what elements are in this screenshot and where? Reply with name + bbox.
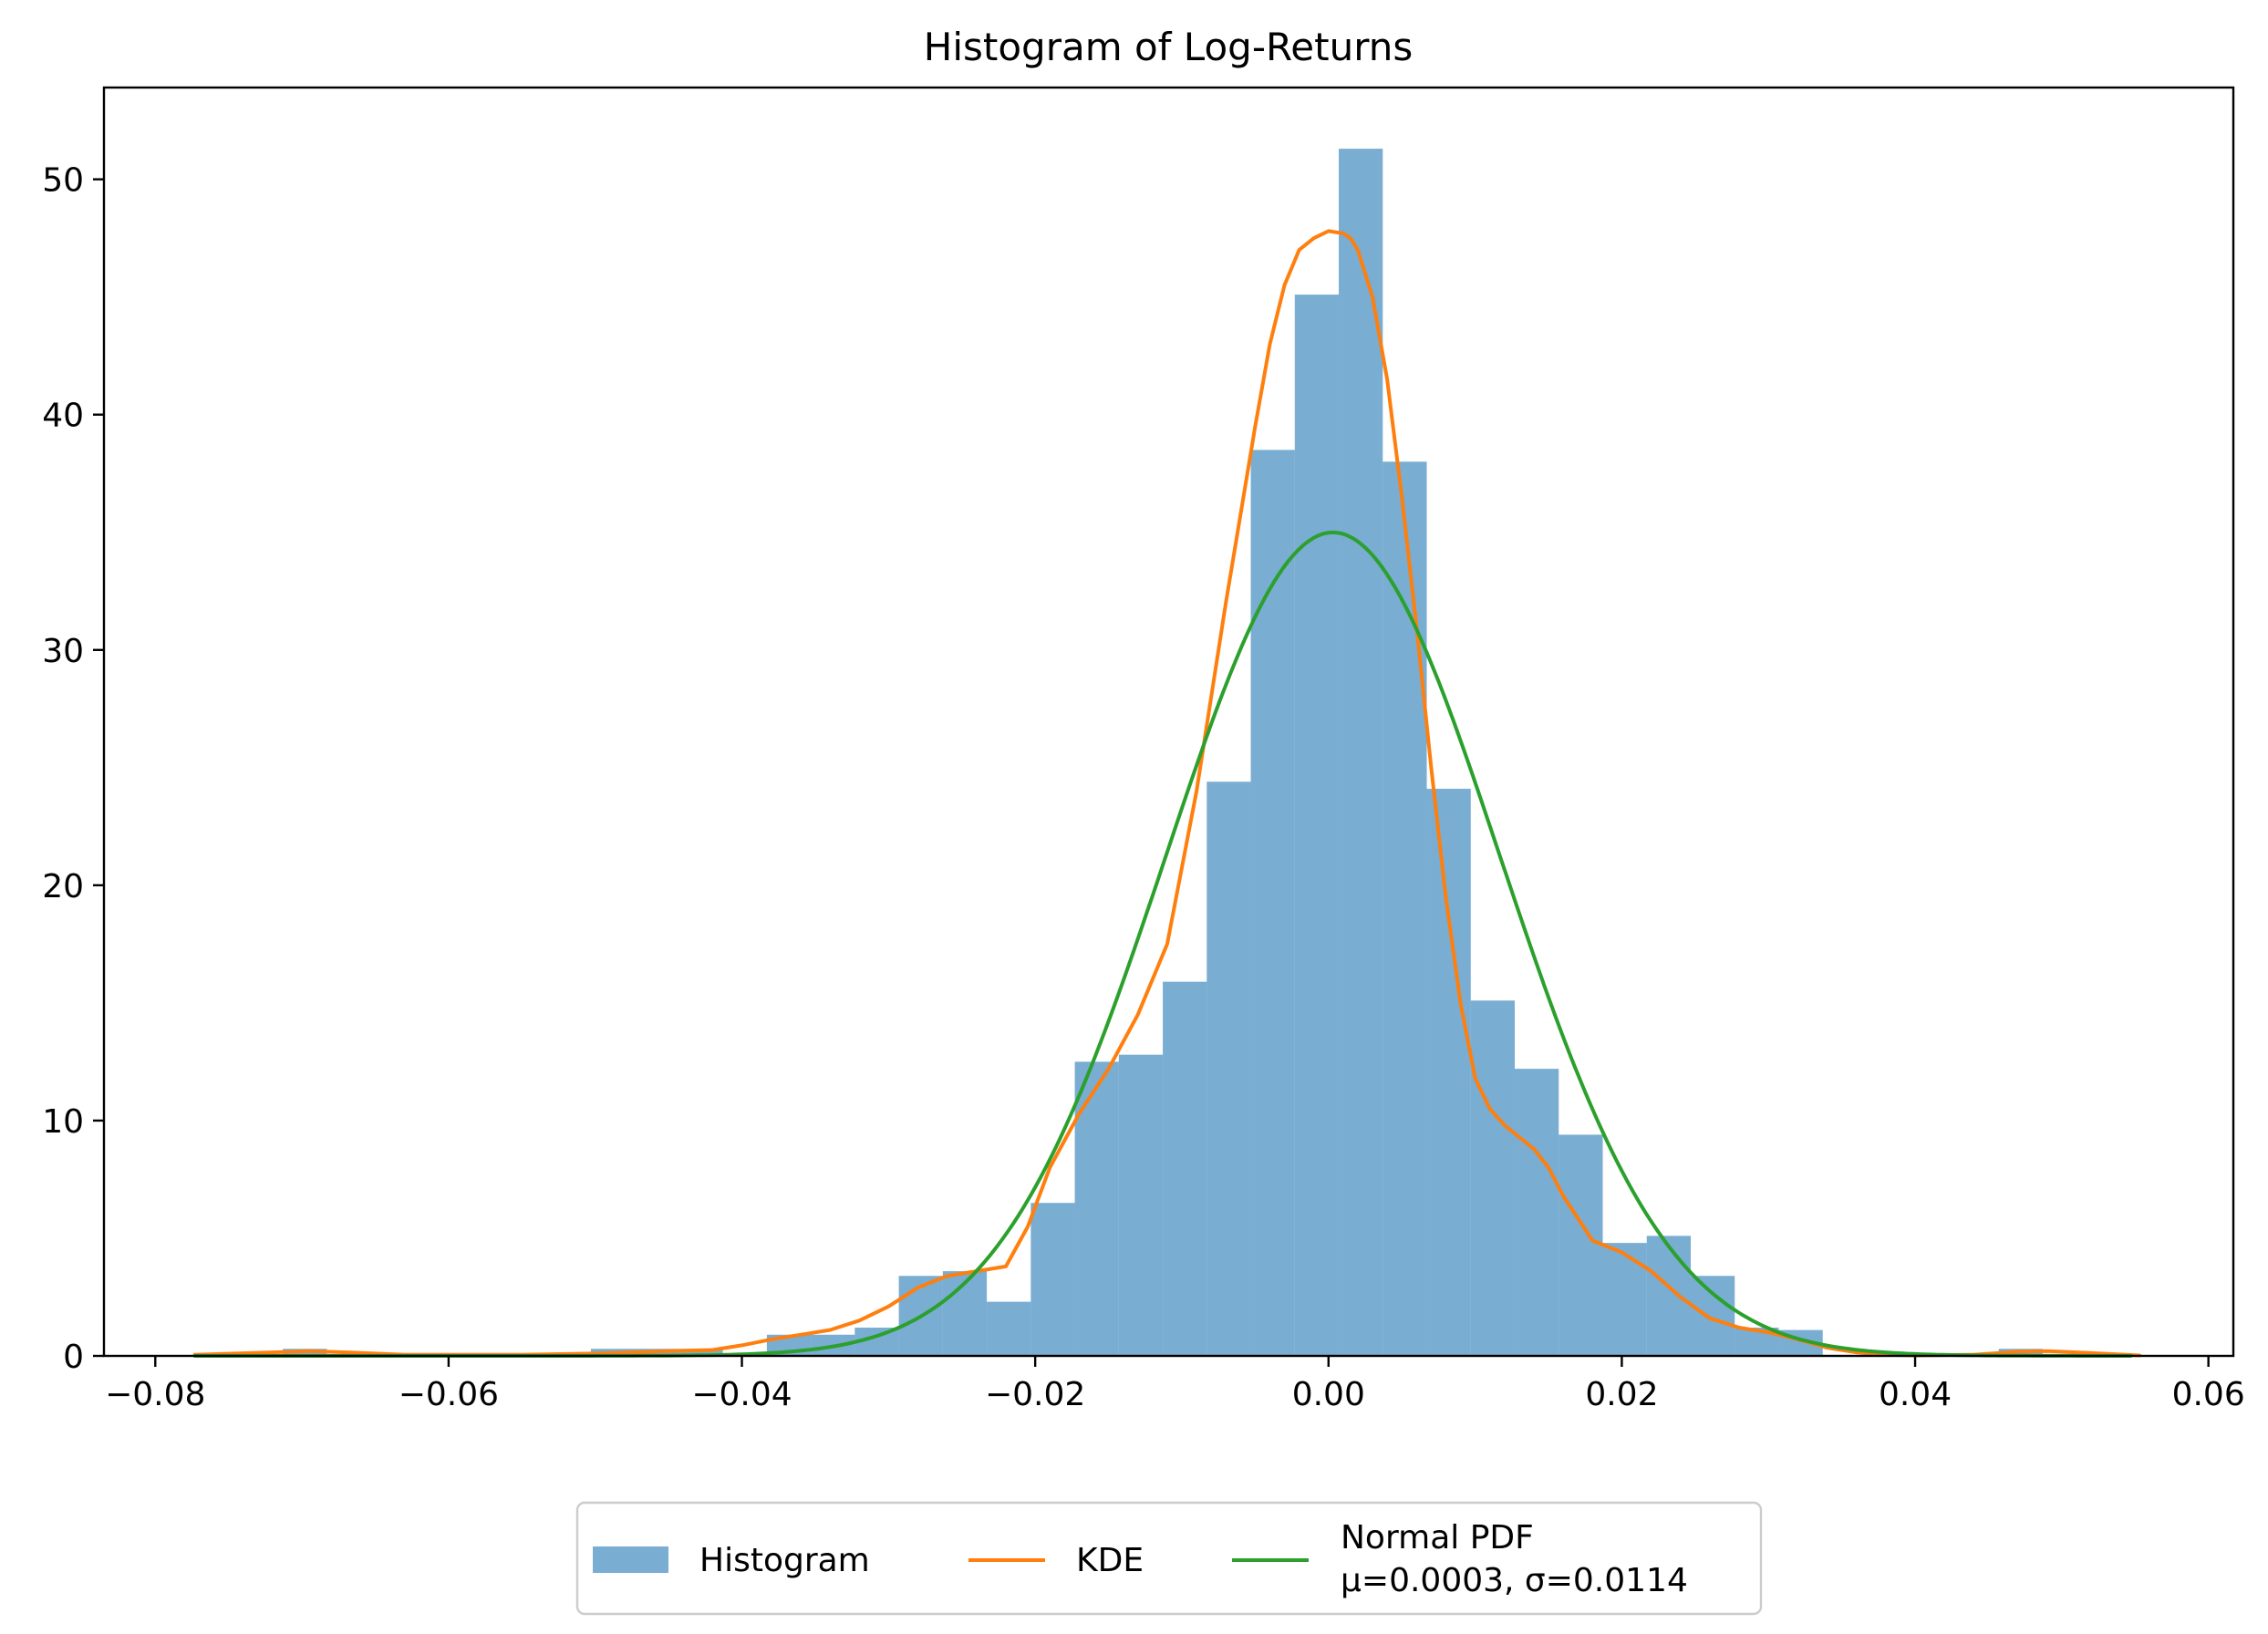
legend-histogram-swatch — [593, 1546, 668, 1573]
y-tick-label: 30 — [42, 633, 84, 670]
x-tick-label: −0.06 — [399, 1376, 499, 1413]
y-tick-label: 50 — [42, 162, 84, 200]
histogram-bar — [1690, 1276, 1735, 1356]
legend-kde-label: KDE — [1076, 1542, 1144, 1579]
histogram-bar — [678, 1349, 723, 1356]
y-tick-label: 10 — [42, 1103, 84, 1141]
y-tick-label: 40 — [42, 398, 84, 435]
histogram-bar — [1646, 1236, 1691, 1356]
histogram-bar — [1559, 1134, 1603, 1356]
x-tick-label: 0.02 — [1585, 1376, 1658, 1413]
legend-histogram-label: Histogram — [699, 1542, 870, 1579]
x-tick-label: −0.02 — [985, 1376, 1085, 1413]
histogram-bar — [1515, 1069, 1559, 1356]
histogram-bar — [1294, 295, 1340, 1356]
axes-frame — [102, 86, 2235, 1358]
histogram-bar — [1602, 1243, 1647, 1356]
histogram-bar — [1470, 1000, 1516, 1356]
histogram-bar — [1030, 1203, 1075, 1356]
histogram-bar — [1339, 149, 1383, 1356]
legend-box — [575, 1501, 1763, 1616]
histogram-bar — [1163, 981, 1207, 1356]
y-tick-label: 0 — [63, 1339, 84, 1376]
x-tick-label: −0.08 — [105, 1376, 205, 1413]
x-axis: −0.08 −0.06 −0.04 −0.02 0.00 0.02 0.04 0.06 — [105, 1356, 2245, 1413]
histogram-bar — [1426, 789, 1471, 1356]
legend-normal-pdf-label-line2: μ=0.0003, σ=0.0114 — [1341, 1562, 1688, 1599]
y-tick-label: 20 — [42, 868, 84, 905]
histogram-bar — [1074, 1061, 1119, 1356]
histogram-bar — [1206, 781, 1251, 1356]
x-tick-label: 0.00 — [1292, 1376, 1365, 1413]
chart-title: Histogram of Log-Returns — [924, 25, 1413, 69]
histogram-bar — [1118, 1054, 1164, 1356]
legend: Histogram KDE Normal PDF μ=0.0003, σ=0.0… — [575, 1501, 1763, 1616]
legend-normal-pdf-label-line1: Normal PDF — [1341, 1519, 1534, 1556]
histogram-bar — [1383, 461, 1427, 1356]
y-axis: 0 10 20 30 40 50 — [42, 162, 104, 1376]
x-tick-label: −0.04 — [691, 1376, 792, 1413]
x-tick-label: 0.04 — [1879, 1376, 1952, 1413]
x-tick-label: 0.06 — [2172, 1376, 2245, 1413]
kde-line — [192, 229, 2142, 1358]
histogram-bar — [1250, 450, 1295, 1356]
histogram-bar — [987, 1301, 1031, 1356]
